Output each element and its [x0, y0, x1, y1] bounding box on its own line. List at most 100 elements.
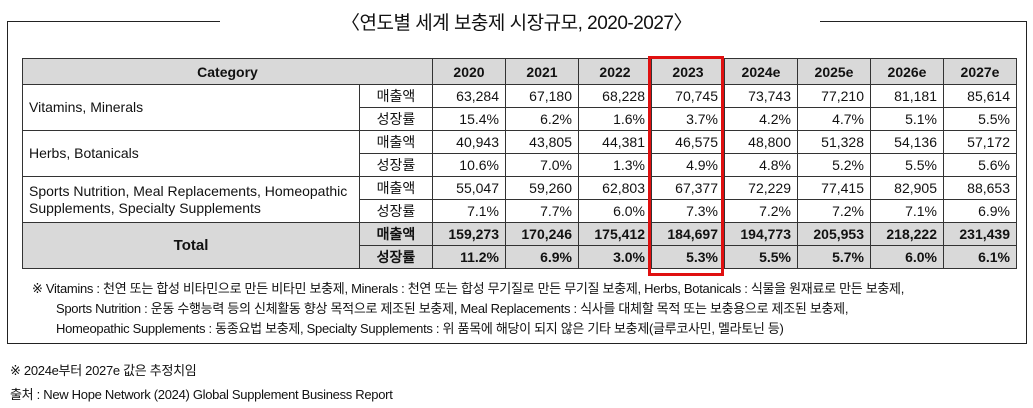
source-note: 출처 : New Hope Network (2024) Global Supp…: [10, 387, 393, 402]
value-cell: 73,743: [724, 84, 798, 108]
value-cell: 1.3%: [578, 153, 652, 177]
value-cell: 88,653: [943, 176, 1017, 200]
value-cell: 5.5%: [724, 245, 798, 269]
value-cell: 4.8%: [724, 153, 798, 177]
header-year: 2022: [578, 58, 652, 85]
estimate-footnote: ※ 2024e부터 2027e 값은 추정치임: [10, 363, 197, 378]
value-cell: 4.2%: [724, 107, 798, 131]
note-line: ※ Vitamins : 천연 또는 합성 비타민으로 만든 비타민 보충제, …: [32, 281, 905, 296]
value-cell: 10.6%: [432, 153, 506, 177]
value-cell: 3.0%: [578, 245, 652, 269]
value-cell: 194,773: [724, 222, 798, 246]
value-cell: 5.7%: [797, 245, 871, 269]
header-year: 2027e: [943, 58, 1017, 85]
value-cell: 5.2%: [797, 153, 871, 177]
value-cell: 67,180: [505, 84, 579, 108]
table-title: 〈연도별 세계 보충제 시장규모, 2020-2027〉: [340, 13, 693, 34]
value-cell: 77,415: [797, 176, 871, 200]
value-cell: 67,377: [651, 176, 725, 200]
value-cell: 46,575: [651, 130, 725, 154]
metric-label: 매출액: [359, 84, 433, 108]
value-cell: 1.6%: [578, 107, 652, 131]
value-cell: 7.1%: [432, 199, 506, 223]
value-cell: 62,803: [578, 176, 652, 200]
value-cell: 159,273: [432, 222, 506, 246]
value-cell: 59,260: [505, 176, 579, 200]
value-cell: 81,181: [870, 84, 944, 108]
header-year: 2024e: [724, 58, 798, 85]
value-cell: 63,284: [432, 84, 506, 108]
table-frame: [7, 21, 1027, 344]
value-cell: 175,412: [578, 222, 652, 246]
header-category: Category: [22, 58, 433, 85]
value-cell: 7.2%: [797, 199, 871, 223]
value-cell: 4.7%: [797, 107, 871, 131]
table-row: Total 매출액 159,273 170,246 175,412 184,697 194,…: [22, 222, 1017, 269]
value-cell: 7.7%: [505, 199, 579, 223]
value-cell: 68,228: [578, 84, 652, 108]
market-size-table: Category 2020 2021 2022 2023 2024e 2025e…: [22, 58, 1017, 269]
value-cell: 57,172: [943, 130, 1017, 154]
value-cell: 6.9%: [943, 199, 1017, 223]
value-cell: 40,943: [432, 130, 506, 154]
value-cell: 72,229: [724, 176, 798, 200]
header-year: 2025e: [797, 58, 871, 85]
metric-label: 성장률: [359, 245, 433, 269]
value-cell: 82,905: [870, 176, 944, 200]
category-cell: Herbs, Botanicals: [22, 130, 360, 177]
value-cell: 7.3%: [651, 199, 725, 223]
note-line: Sports Nutrition : 운동 수행능력 등의 신체활동 향상 목적…: [56, 301, 849, 316]
value-cell: 51,328: [797, 130, 871, 154]
value-cell: 15.4%: [432, 107, 506, 131]
value-cell: 6.9%: [505, 245, 579, 269]
category-cell: Total: [22, 222, 360, 269]
metric-label: 매출액: [359, 222, 433, 246]
value-cell: 43,805: [505, 130, 579, 154]
value-cell: 55,047: [432, 176, 506, 200]
metric-label: 성장률: [359, 153, 433, 177]
header-year: 2021: [505, 58, 579, 85]
table-row: 성장률 7.1% 7.7% 6.0% 7.3% 7.2% 7.2% 7.1% 6.9%: [23, 199, 1017, 223]
table-row: Herbs, Botanicals 매출액 40,943 43,805 44,381 46…: [22, 130, 1017, 177]
category-cell: Sports Nutrition, Meal Replacements, Hom…: [22, 176, 360, 223]
value-cell: 44,381: [578, 130, 652, 154]
metric-label: 성장률: [359, 107, 433, 131]
note-line: Homeopathic Supplements : 동종요법 보충제, Spec…: [56, 321, 784, 336]
frame-top-left-line: [7, 21, 220, 22]
value-cell: 231,439: [943, 222, 1017, 246]
value-cell: 170,246: [505, 222, 579, 246]
header-year: 2020: [432, 58, 506, 85]
value-cell: 85,614: [943, 84, 1017, 108]
value-cell: 70,745: [651, 84, 725, 108]
value-cell: 3.7%: [651, 107, 725, 131]
definitions-note: ※ Vitamins : 천연 또는 합성 비타민으로 만든 비타민 보충제, …: [32, 279, 1017, 339]
table-row: 성장률 11.2% 6.9% 3.0% 5.3% 5.5% 5.7% 6.0% 6.1%: [23, 245, 1017, 269]
value-cell: 6.1%: [943, 245, 1017, 269]
value-cell: 6.2%: [505, 107, 579, 131]
value-cell: 205,953: [797, 222, 871, 246]
value-cell: 5.5%: [870, 153, 944, 177]
value-cell: 77,210: [797, 84, 871, 108]
value-cell: 184,697: [651, 222, 725, 246]
value-cell: 5.5%: [943, 107, 1017, 131]
header-year: 2026e: [870, 58, 944, 85]
value-cell: 7.2%: [724, 199, 798, 223]
value-cell: 5.3%: [651, 245, 725, 269]
frame-top-right-line: [820, 21, 1026, 22]
value-cell: 4.9%: [651, 153, 725, 177]
value-cell: 7.0%: [505, 153, 579, 177]
category-cell: Vitamins, Minerals: [22, 84, 360, 131]
value-cell: 6.0%: [578, 199, 652, 223]
table-row: Sports Nutrition, Meal Replacements, Hom…: [22, 176, 1017, 223]
value-cell: 6.0%: [870, 245, 944, 269]
table-row: 성장률 15.4% 6.2% 1.6% 3.7% 4.2% 4.7% 5.1% 5.5%: [23, 107, 1017, 131]
value-cell: 54,136: [870, 130, 944, 154]
header-year: 2023: [651, 58, 725, 85]
metric-label: 성장률: [359, 199, 433, 223]
table-row: Vitamins, Minerals 매출액 63,284 67,180 68,228 7…: [22, 84, 1017, 131]
metric-label: 매출액: [359, 130, 433, 154]
value-cell: 5.1%: [870, 107, 944, 131]
value-cell: 5.6%: [943, 153, 1017, 177]
metric-label: 매출액: [359, 176, 433, 200]
value-cell: 11.2%: [432, 245, 506, 269]
